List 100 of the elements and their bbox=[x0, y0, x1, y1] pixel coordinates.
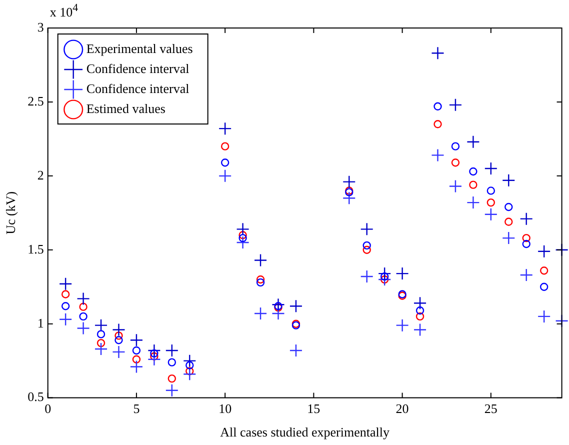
point bbox=[165, 384, 179, 398]
point bbox=[362, 241, 371, 250]
point bbox=[431, 46, 444, 60]
x-axis-title: All cases studied experimentally bbox=[220, 424, 390, 440]
point bbox=[256, 278, 265, 287]
point bbox=[168, 358, 176, 366]
y-tick-label: 1 bbox=[37, 315, 44, 330]
point bbox=[502, 174, 516, 187]
y-axis-title: Uc (kV) bbox=[3, 191, 18, 234]
point bbox=[218, 169, 232, 183]
point bbox=[380, 275, 389, 284]
point bbox=[469, 180, 478, 189]
point bbox=[486, 198, 496, 207]
point bbox=[451, 142, 460, 150]
text: x 10$^{4}$ bbox=[50, 2, 78, 20]
y-tick-label: 1.5 bbox=[28, 241, 44, 256]
point bbox=[434, 102, 442, 110]
point bbox=[555, 243, 568, 256]
point bbox=[254, 306, 268, 320]
point bbox=[96, 330, 106, 338]
point bbox=[150, 349, 158, 358]
point bbox=[236, 222, 250, 236]
point bbox=[220, 142, 230, 150]
point bbox=[61, 302, 70, 310]
point bbox=[238, 234, 247, 242]
point bbox=[112, 323, 126, 336]
point bbox=[469, 167, 478, 176]
point bbox=[183, 354, 196, 368]
point bbox=[520, 212, 533, 226]
point bbox=[466, 135, 480, 148]
point bbox=[238, 230, 247, 240]
point bbox=[537, 244, 551, 258]
point bbox=[220, 158, 230, 167]
y-tick-label: 2 bbox=[37, 167, 44, 182]
point bbox=[61, 290, 70, 298]
point bbox=[289, 299, 303, 313]
y-tick-label: 2.5 bbox=[28, 93, 44, 108]
point bbox=[132, 346, 141, 355]
point bbox=[362, 246, 371, 254]
legend-label: Confidence interval bbox=[86, 60, 190, 76]
x-tick-label: 25 bbox=[484, 401, 498, 416]
point bbox=[79, 312, 88, 321]
point bbox=[342, 175, 356, 188]
point bbox=[502, 231, 516, 245]
point bbox=[130, 334, 144, 347]
point bbox=[484, 162, 498, 176]
point bbox=[132, 355, 141, 364]
point bbox=[94, 318, 108, 332]
point bbox=[254, 254, 268, 267]
point bbox=[76, 322, 90, 335]
point bbox=[504, 202, 513, 212]
point bbox=[256, 275, 265, 284]
y-tick-label: 0.5 bbox=[28, 389, 44, 404]
point bbox=[378, 266, 392, 280]
point bbox=[431, 148, 444, 162]
point bbox=[416, 312, 424, 321]
x-tick-label: 15 bbox=[307, 401, 320, 416]
point bbox=[114, 336, 123, 344]
point bbox=[342, 192, 356, 205]
point bbox=[183, 368, 196, 381]
point bbox=[396, 266, 409, 280]
point bbox=[130, 360, 144, 374]
point bbox=[360, 222, 374, 236]
legend-label: Estimed values bbox=[86, 100, 166, 116]
point bbox=[466, 196, 480, 210]
y-tick-label: 3 bbox=[37, 19, 44, 34]
point bbox=[448, 180, 462, 193]
point bbox=[522, 234, 530, 242]
point bbox=[148, 344, 161, 358]
point bbox=[168, 374, 176, 383]
point bbox=[165, 344, 179, 358]
point bbox=[434, 120, 442, 128]
point bbox=[416, 306, 424, 315]
point bbox=[484, 208, 498, 221]
legend-label: Confidence interval bbox=[86, 80, 190, 96]
legend-label: Experimental values bbox=[86, 40, 193, 56]
point bbox=[413, 296, 427, 310]
x-tick-label: 10 bbox=[218, 401, 232, 416]
point bbox=[289, 344, 303, 358]
x-tick-label: 20 bbox=[396, 401, 409, 416]
point bbox=[94, 342, 108, 356]
point bbox=[150, 352, 158, 360]
point bbox=[380, 272, 389, 281]
x-tick-label: 5 bbox=[133, 401, 140, 416]
point bbox=[186, 367, 194, 376]
point bbox=[486, 186, 496, 195]
x-tick-label: 0 bbox=[44, 401, 52, 416]
point bbox=[114, 332, 123, 340]
point bbox=[58, 312, 72, 326]
point bbox=[236, 236, 250, 250]
point bbox=[79, 302, 88, 311]
point bbox=[96, 338, 106, 348]
point bbox=[360, 270, 374, 284]
point bbox=[522, 240, 530, 248]
point bbox=[272, 298, 285, 312]
point bbox=[540, 266, 548, 275]
point bbox=[504, 218, 513, 226]
point bbox=[520, 268, 533, 282]
point bbox=[448, 98, 462, 112]
point bbox=[186, 361, 194, 370]
